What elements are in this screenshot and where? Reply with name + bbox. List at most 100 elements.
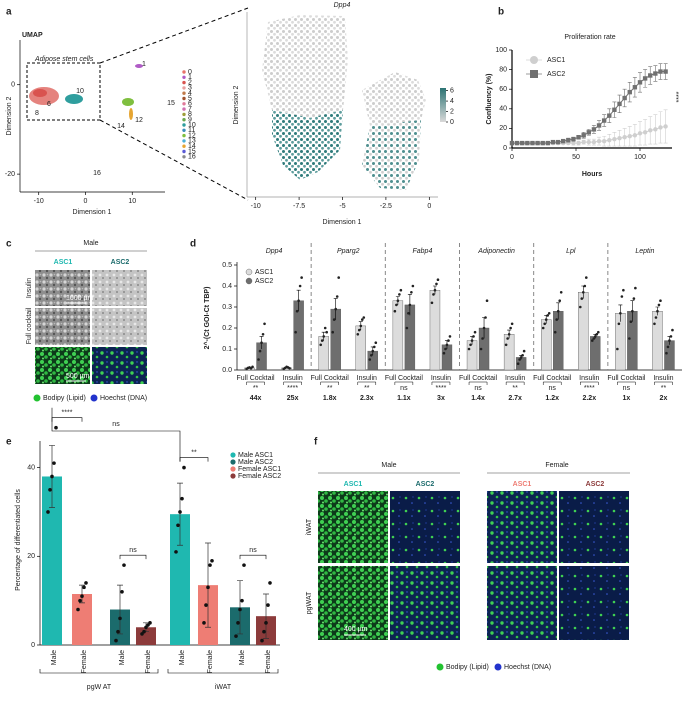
data-point	[504, 343, 508, 347]
marker	[653, 127, 658, 132]
group-label: Female	[545, 462, 568, 469]
data-point	[442, 351, 446, 355]
legend-marker	[230, 466, 236, 472]
fold-change: 2.3x	[360, 395, 374, 402]
x-tick-label: -5	[339, 203, 345, 210]
data-point	[240, 598, 244, 603]
data-point	[263, 322, 266, 326]
data-point	[593, 335, 597, 338]
marker	[581, 133, 586, 138]
row-label: Full cocktail	[26, 307, 33, 344]
marker	[658, 69, 663, 74]
legend-label: Male ASC2	[238, 459, 273, 466]
group-label: Adiponectin	[477, 248, 515, 255]
column-label: ASC1	[54, 259, 73, 266]
legend-label: Bodipy (Lipid)	[446, 664, 489, 671]
group-bracket	[167, 669, 279, 674]
data-point	[590, 339, 594, 342]
data-point	[433, 288, 437, 292]
fold-change: 25x	[287, 395, 299, 402]
marker	[571, 140, 576, 146]
data-point	[470, 339, 474, 342]
legend-marker	[182, 139, 186, 143]
data-point	[331, 330, 335, 334]
marker	[525, 140, 530, 146]
x-tick-label: -7.5	[293, 203, 305, 210]
data-point	[262, 629, 266, 634]
micrograph	[390, 491, 460, 563]
column-label: ASC2	[586, 481, 605, 488]
data-point	[653, 322, 656, 326]
data-point	[556, 309, 560, 313]
marker	[509, 140, 515, 146]
marker	[658, 125, 663, 130]
expression-clouds	[262, 15, 426, 190]
data-point	[54, 425, 58, 430]
legend-label: 0	[188, 69, 192, 76]
marker	[617, 101, 622, 107]
y-axis-label: 2^-(Ct GOI-Ct TBP)	[203, 287, 211, 350]
data-point	[430, 301, 434, 305]
x-axis-label: Dimension 1	[73, 209, 112, 216]
significance-bracket	[357, 381, 377, 385]
bar	[170, 514, 190, 645]
x-tick-label: Full Cocktail	[236, 375, 275, 382]
y-tick-label: 20	[27, 553, 35, 560]
legend-label: Male ASC1	[238, 452, 273, 459]
significance-bracket	[51, 417, 83, 422]
data-point	[258, 349, 262, 353]
data-point	[323, 326, 327, 330]
x-tick-label: Female	[207, 650, 214, 673]
fold-change: 1.1x	[397, 395, 411, 402]
marker	[545, 140, 551, 146]
legend-label: 13	[188, 138, 196, 145]
cluster-label: 10	[76, 88, 84, 95]
marker	[514, 140, 520, 146]
marker	[550, 139, 556, 145]
data-point	[410, 291, 413, 294]
data-point	[396, 299, 400, 303]
data-point	[472, 335, 475, 338]
data-point	[242, 563, 246, 567]
data-point	[654, 316, 658, 319]
x-tick-label: Male	[179, 650, 186, 665]
bar	[652, 311, 663, 371]
data-point	[467, 347, 471, 351]
marker	[596, 138, 602, 144]
data-point	[669, 335, 673, 338]
x-tick-label: Male	[51, 650, 58, 665]
marker	[632, 85, 638, 90]
data-point	[118, 616, 122, 621]
x-tick-label: 0	[84, 198, 88, 205]
significance: ns	[112, 421, 120, 428]
bar	[615, 313, 626, 371]
data-point	[522, 349, 526, 353]
marker	[535, 140, 540, 146]
data-point	[620, 295, 624, 298]
data-point	[374, 341, 378, 345]
significance-bracket	[505, 381, 525, 385]
group-label: Male	[381, 462, 396, 469]
data-point	[332, 318, 336, 321]
x-tick-label: Female	[81, 650, 88, 673]
legend-marker	[245, 277, 253, 285]
micrograph	[318, 566, 388, 640]
row-label: iWAT	[306, 518, 313, 535]
data-point	[445, 343, 449, 347]
fold-change: 1.2x	[545, 395, 559, 402]
micrograph	[92, 347, 147, 384]
annotation: Adipose stem cells	[34, 56, 94, 63]
data-point	[204, 603, 208, 607]
bar	[578, 292, 589, 371]
significance: ns	[474, 385, 482, 392]
data-point	[297, 299, 300, 303]
legend-label: 2	[188, 79, 192, 86]
data-point	[294, 330, 297, 334]
bar	[42, 476, 62, 645]
data-point	[469, 343, 472, 347]
significance-bracket	[246, 381, 265, 385]
data-point	[398, 293, 401, 296]
chart-title: Proliferation rate	[564, 34, 615, 41]
group-label: Pparg2	[337, 248, 360, 255]
